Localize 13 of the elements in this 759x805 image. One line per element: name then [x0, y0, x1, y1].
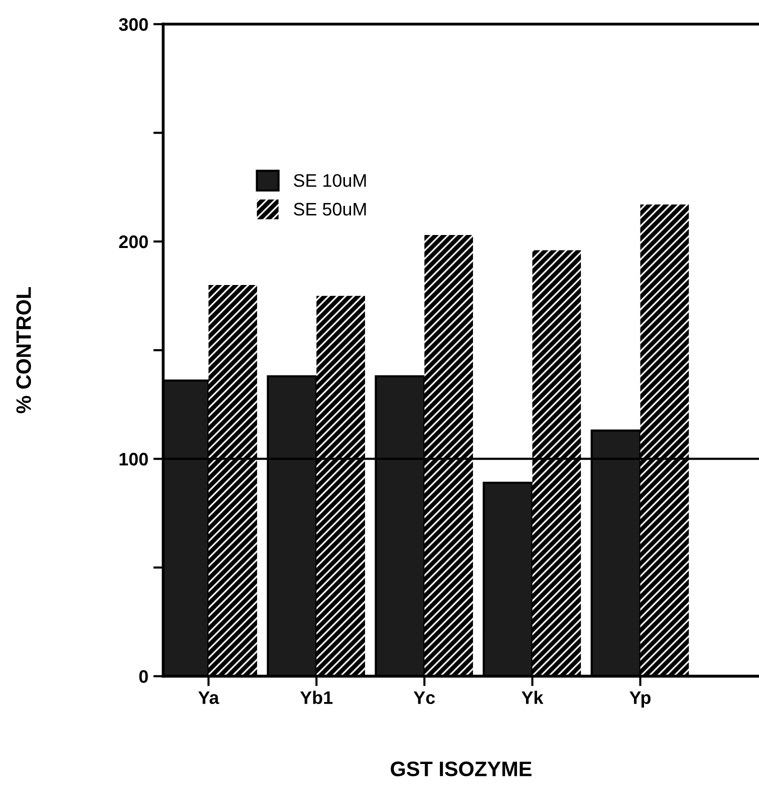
y-tick-label: 200: [119, 235, 148, 248]
y-axis-title: % CONTROL: [16, 287, 32, 414]
legend-label: SE 10uM: [294, 174, 366, 187]
x-tick-label: Yc: [414, 691, 435, 704]
x-tick-label: Ya: [198, 691, 220, 704]
x-axis-title: GST ISOZYME: [390, 762, 532, 776]
x-tick-label: Yk: [522, 690, 544, 704]
y-tick-label: 0: [139, 670, 148, 683]
y-tick-label: 300: [118, 18, 148, 31]
x-tick-label: Yp: [630, 691, 651, 708]
legend-label: SE 50uM: [294, 202, 366, 216]
x-tick-label: Yb1: [300, 690, 333, 704]
y-tick-label: 100: [120, 452, 148, 466]
